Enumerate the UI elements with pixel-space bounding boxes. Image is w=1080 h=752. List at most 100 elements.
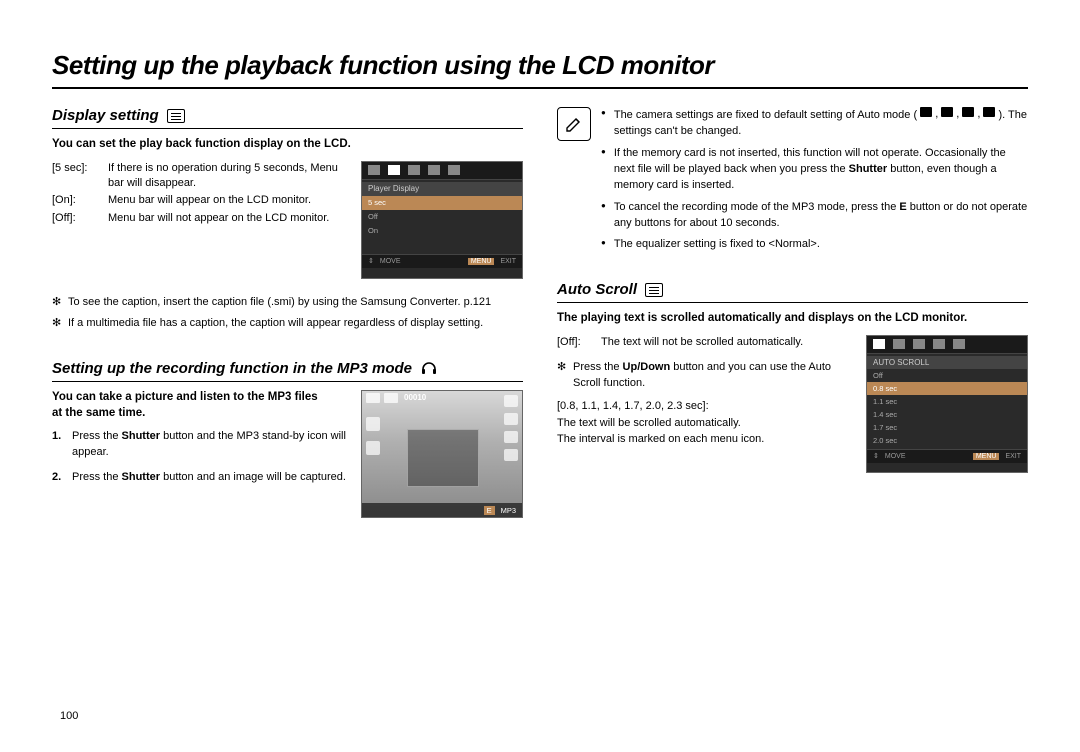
step-prefix: Press the xyxy=(72,471,122,483)
lcd-menu-item: Off xyxy=(362,210,522,224)
display-intro: You can set the play back function displ… xyxy=(52,137,523,153)
option-key: [Off]: xyxy=(557,335,601,350)
photo-placeholder xyxy=(362,391,522,517)
option-key: [On]: xyxy=(52,193,108,208)
lcd-menu-title: AUTO SCROLL xyxy=(867,356,1027,369)
pencil-note-icon xyxy=(557,107,591,141)
lcd-footer: ⇕ MOVE MENU EXIT xyxy=(362,254,522,268)
lcd-menu-body: AUTO SCROLL Off 0.8 sec 1.1 sec 1.4 sec … xyxy=(867,354,1027,449)
lcd-menu-item: 5 sec xyxy=(362,196,522,210)
mode-icons-group: , , , xyxy=(920,107,995,123)
step-number: 1. xyxy=(52,429,66,460)
note-row: ✻ If a multimedia file has a caption, th… xyxy=(52,316,523,331)
page-number: 100 xyxy=(60,710,78,722)
manual-page: Setting up the playback function using t… xyxy=(0,0,1080,752)
note-row: ✻ Press the Up/Down button and you can u… xyxy=(557,360,847,391)
right-column: The camera settings are fixed to default… xyxy=(557,107,1028,526)
lcd-top-icons xyxy=(362,162,522,180)
step-bold: Shutter xyxy=(122,430,161,442)
lcd-footer: ⇕ MOVE MENU EXIT xyxy=(867,449,1027,463)
heading-text: Auto Scroll xyxy=(557,281,637,298)
battery-icon xyxy=(504,395,518,407)
bullet-item: The camera settings are fixed to default… xyxy=(601,107,1028,140)
autoscroll-range: [0.8, 1.1, 1.4, 1.7, 2.0, 2.3 sec]: The … xyxy=(557,399,847,447)
step-suffix: button and an image will be captured. xyxy=(160,471,346,483)
lcd-menu-item: 1.1 sec xyxy=(867,395,1027,408)
note-text: If a multimedia file has a caption, the … xyxy=(68,316,483,331)
mode-icon xyxy=(941,107,953,117)
size-icon xyxy=(504,413,518,425)
note-text: To see the caption, insert the caption f… xyxy=(68,295,491,310)
osd-top xyxy=(362,391,522,407)
lcd-foot-exit: EXIT xyxy=(500,258,516,265)
note-row: ✻ To see the caption, insert the caption… xyxy=(52,295,523,310)
range-key: [0.8, 1.1, 1.4, 1.7, 2.0, 2.3 sec]: xyxy=(557,399,847,414)
display-icon xyxy=(167,109,185,123)
lcd-player-display-screenshot: Player Display 5 sec Off On ⇕ MOVE MENU … xyxy=(361,161,523,279)
lcd-autoscroll-screenshot: AUTO SCROLL Off 0.8 sec 1.1 sec 1.4 sec … xyxy=(866,335,1028,473)
bullet-text: The equalizer setting is fixed to <Norma… xyxy=(614,237,1028,253)
bullet-item: The equalizer setting is fixed to <Norma… xyxy=(601,237,1028,253)
hint-bold: Up/Down xyxy=(623,361,671,373)
osd-icon xyxy=(366,393,380,403)
osd-right-icons xyxy=(504,395,518,461)
bullet-bold: Shutter xyxy=(849,163,888,175)
osd-icon xyxy=(384,393,398,403)
option-key: [Off]: xyxy=(52,211,108,226)
lcd-menu-item-empty xyxy=(362,238,522,252)
option-val: Menu bar will appear on the LCD monitor. xyxy=(108,193,343,208)
move-icon: ⇕ xyxy=(368,257,374,265)
option-val: If there is no operation during 5 second… xyxy=(108,161,343,192)
option-key: [5 sec]: xyxy=(52,161,108,192)
hint-text: Press the Up/Down button and you can use… xyxy=(573,360,847,391)
hint-prefix: Press the xyxy=(573,361,623,373)
option-row: [Off]: The text will not be scrolled aut… xyxy=(557,335,847,350)
display-setting-heading: Display setting xyxy=(52,107,523,129)
osd-e-tag: E xyxy=(484,506,495,515)
heading-text: Setting up the recording function in the… xyxy=(52,360,412,377)
autoscroll-intro: The playing text is scrolled automatical… xyxy=(557,311,1028,327)
lcd-foot-menu: MENU xyxy=(468,258,495,265)
option-val: The text will not be scrolled automatica… xyxy=(601,335,847,350)
mode-icon xyxy=(983,107,995,117)
two-columns: Display setting You can set the play bac… xyxy=(52,107,1028,526)
move-icon: ⇕ xyxy=(873,452,879,460)
lcd-menu-item: On xyxy=(362,224,522,238)
option-val: Menu bar will not appear on the LCD moni… xyxy=(108,211,343,226)
headphone-icon xyxy=(420,359,438,377)
step-row: 2. Press the Shutter button and an image… xyxy=(52,470,351,485)
lcd-foot-move: MOVE xyxy=(885,453,906,460)
lcd-menu-item: 0.8 sec xyxy=(867,382,1027,395)
step-bold: Shutter xyxy=(122,471,161,483)
autoscroll-heading: Auto Scroll xyxy=(557,281,1028,303)
lcd-foot-menu: MENU xyxy=(973,453,1000,460)
iso-icon xyxy=(504,449,518,461)
option-row: [Off]: Menu bar will not appear on the L… xyxy=(52,211,343,226)
bullet-text: To cancel the recording mode of the MP3 … xyxy=(614,201,900,213)
bullet-item: To cancel the recording mode of the MP3 … xyxy=(601,200,1028,232)
step-text: Press the Shutter button and the MP3 sta… xyxy=(72,429,351,460)
lcd-menu-item: 2.0 sec xyxy=(867,434,1027,447)
asterisk-icon: ✻ xyxy=(52,295,62,310)
step-number: 2. xyxy=(52,470,66,485)
quality-icon xyxy=(504,431,518,443)
autoscroll-options: [Off]: The text will not be scrolled aut… xyxy=(557,335,847,350)
bullet-text: The camera settings are fixed to default… xyxy=(614,109,917,121)
display-content-row: [5 sec]: If there is no operation during… xyxy=(52,161,523,285)
step-row: 1. Press the Shutter button and the MP3 … xyxy=(52,429,351,460)
lcd-top-icons xyxy=(867,336,1027,354)
step-prefix: Press the xyxy=(72,430,122,442)
flash-icon xyxy=(366,417,380,431)
heading-text: Display setting xyxy=(52,107,159,124)
asterisk-icon: ✻ xyxy=(557,360,567,391)
mp3-heading: Setting up the recording function in the… xyxy=(52,359,523,382)
step-text: Press the Shutter button and an image wi… xyxy=(72,470,346,485)
display-options-block: [5 sec]: If there is no operation during… xyxy=(52,161,343,285)
lcd-foot-move: MOVE xyxy=(380,258,401,265)
display-notes: ✻ To see the caption, insert the caption… xyxy=(52,295,523,332)
option-row: [5 sec]: If there is no operation during… xyxy=(52,161,343,192)
display-options: [5 sec]: If there is no operation during… xyxy=(52,161,343,227)
autoscroll-hint: ✻ Press the Up/Down button and you can u… xyxy=(557,360,847,391)
lcd-mp3-capture-screenshot: 00010 E MP3 xyxy=(361,390,523,518)
left-column: Display setting You can set the play bac… xyxy=(52,107,523,526)
